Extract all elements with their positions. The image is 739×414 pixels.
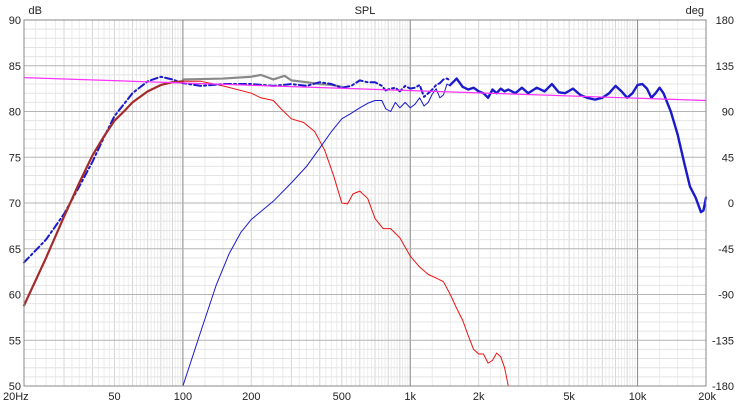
y-left-tick-label: 50	[9, 381, 21, 393]
y-left-tick-label: 75	[9, 152, 21, 164]
series-layer	[22, 73, 708, 387]
y-right-tick-label: 90	[722, 107, 734, 119]
y-right-unit: deg	[686, 5, 704, 17]
x-tick-label: 100	[174, 391, 192, 403]
x-tick-label: 200	[242, 391, 260, 403]
x-tick-label: 50	[108, 391, 120, 403]
x-tick-label: 20Hz	[3, 391, 29, 403]
x-tick-label: 500	[333, 391, 351, 403]
x-tick-label: 2k	[473, 391, 485, 403]
series-line-6	[23, 77, 707, 102]
y-left-tick-label: 80	[9, 107, 21, 119]
y-right-tick-label: 135	[716, 61, 734, 73]
y-right-tick-label: 45	[722, 152, 734, 164]
tick-labels: 20Hz 50 100 200 500 1k 2k 5k 10k 20k5055606570758…	[3, 15, 734, 403]
y-right-tick-label: -45	[718, 244, 734, 256]
y-left-tick-label: 60	[9, 290, 21, 302]
x-tick-label: 5k	[563, 391, 575, 403]
chart-title: SPL	[355, 5, 376, 17]
y-left-tick-label: 70	[9, 198, 21, 210]
y-right-tick-label: -135	[712, 335, 734, 347]
x-tick-label: 20k	[698, 391, 716, 403]
series-line-1	[182, 80, 509, 387]
y-right-tick-label: 0	[728, 198, 734, 210]
y-left-tick-label: 85	[9, 61, 21, 73]
y-left-tick-label: 55	[9, 335, 21, 347]
series-line-5	[22, 80, 184, 307]
y-right-tick-label: 180	[716, 15, 734, 27]
plot-frame	[23, 19, 707, 387]
y-right-tick-label: -180	[712, 381, 734, 393]
y-left-tick-label: 65	[9, 244, 21, 256]
series-line-0	[181, 73, 343, 88]
series-line-3	[449, 77, 708, 214]
y-left-tick-label: 90	[9, 15, 21, 27]
y-right-tick-label: -90	[718, 290, 734, 302]
y-left-unit: dB	[29, 5, 42, 17]
x-tick-label: 10k	[629, 391, 647, 403]
x-tick-label: 1k	[404, 391, 416, 403]
series-line-2	[182, 83, 451, 387]
